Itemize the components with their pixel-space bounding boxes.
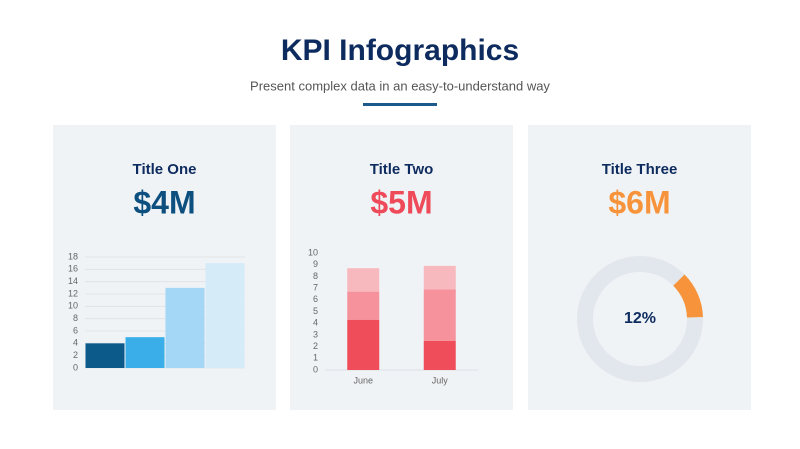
y-tick-label: 6 <box>313 294 318 304</box>
headline: $4M <box>133 184 195 220</box>
y-tick-label: 14 <box>68 276 78 286</box>
y-tick-label: 1 <box>313 353 318 363</box>
y-tick-label: 12 <box>68 288 78 298</box>
title-underline <box>363 103 437 106</box>
y-tick-label: 10 <box>68 301 78 311</box>
bar <box>125 337 165 368</box>
bar <box>165 287 205 368</box>
y-tick-label: 16 <box>68 264 78 274</box>
donut-track <box>577 256 703 382</box>
bar-segment <box>423 265 456 290</box>
y-tick-label: 0 <box>73 362 78 372</box>
y-tick-label: 4 <box>73 338 78 348</box>
page-title: KPI Infographics <box>281 34 519 67</box>
headline: $6M <box>608 184 670 220</box>
x-tick-label: June <box>353 375 373 385</box>
donut-arc <box>672 274 703 318</box>
panel <box>290 125 513 410</box>
y-tick-label: 18 <box>68 251 78 261</box>
x-tick-label: July <box>432 375 449 385</box>
bar-segment <box>347 319 380 370</box>
bar <box>85 343 125 368</box>
y-tick-label: 5 <box>313 306 318 316</box>
y-tick-label: 3 <box>313 329 318 339</box>
y-tick-label: 2 <box>313 341 318 351</box>
bar-segment <box>347 268 380 292</box>
subtitle: Present complex data in an easy-to-under… <box>250 78 550 93</box>
y-tick-label: 10 <box>308 247 318 257</box>
y-tick-label: 6 <box>73 325 78 335</box>
headline: $5M <box>370 184 432 220</box>
y-tick-label: 2 <box>73 350 78 360</box>
bar-segment <box>347 291 380 320</box>
bar-segment <box>423 289 456 341</box>
panel-title: Title Two <box>370 161 434 178</box>
panel-title: Title One <box>133 161 197 178</box>
bar <box>205 263 245 368</box>
y-tick-label: 7 <box>313 282 318 292</box>
y-tick-label: 8 <box>73 313 78 323</box>
y-tick-label: 9 <box>313 259 318 269</box>
y-tick-label: 4 <box>313 318 318 328</box>
panel-title: Title Three <box>602 161 678 178</box>
bar-segment <box>423 340 456 370</box>
donut-label: 12% <box>624 310 656 327</box>
y-tick-label: 0 <box>313 364 318 374</box>
y-tick-label: 8 <box>313 271 318 281</box>
